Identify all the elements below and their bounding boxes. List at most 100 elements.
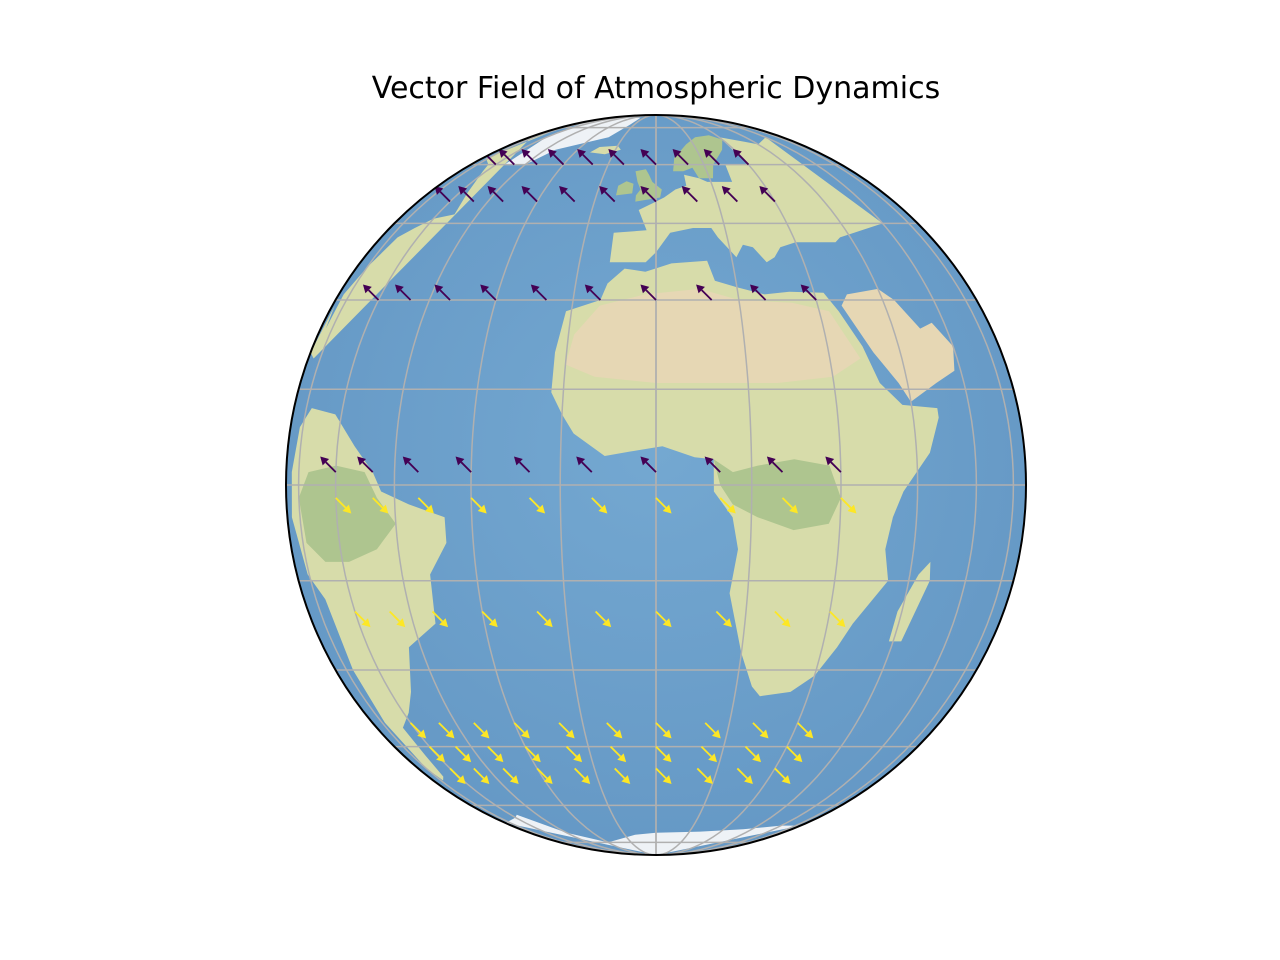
arrow-shaft (492, 191, 504, 203)
arrow-head (581, 775, 591, 784)
arrow-head (436, 753, 445, 763)
wind-vector-south (536, 767, 553, 784)
wind-vector-south (774, 610, 791, 628)
arrow-shaft (701, 289, 713, 301)
wind-vector-north (434, 284, 451, 301)
arrow-shaft (700, 745, 712, 758)
wind-vector-south (409, 722, 427, 739)
amazon-forest (298, 465, 396, 562)
arrow-shaft (325, 461, 337, 473)
arrow-head (640, 149, 650, 158)
arrow-shaft (502, 767, 514, 779)
wind-vector-south (696, 767, 713, 784)
arrow-head (577, 149, 587, 158)
arrow-shaft (797, 722, 809, 734)
arrow-head (672, 149, 682, 158)
arrow-head (362, 284, 372, 294)
wind-vector-south (704, 722, 721, 739)
arrow-shaft (744, 745, 757, 758)
wind-vector-north (640, 456, 657, 473)
wind-vector-north (750, 284, 767, 301)
arrow-shaft (614, 767, 626, 779)
arrow-head (681, 186, 691, 195)
arrow-head (520, 729, 530, 739)
arrow-shaft (454, 745, 467, 758)
arrow-shaft (536, 610, 548, 623)
arrow-head (744, 775, 753, 784)
wind-vector-north (402, 456, 419, 473)
arrow-shaft (805, 289, 817, 301)
arrow-shaft (830, 461, 842, 473)
wind-vector-south (786, 745, 803, 763)
greenland-ice (504, 117, 641, 165)
arrow-shaft (645, 289, 657, 301)
arrow-head (847, 504, 857, 514)
arrow-head (640, 284, 650, 294)
arrow-head (439, 618, 449, 628)
arrow-head (662, 729, 672, 739)
arrow-shaft (417, 497, 429, 509)
arrow-shaft (439, 191, 451, 203)
arrow-shaft (335, 497, 347, 509)
arrow-shaft (645, 154, 657, 166)
north-america-land (310, 127, 562, 359)
arrow-shaft (829, 610, 841, 623)
arrow-shaft (463, 191, 475, 203)
wind-vector-south (840, 497, 857, 514)
arrow-shaft (354, 610, 366, 623)
arrow-head (726, 504, 736, 514)
wind-vector-south (431, 610, 449, 628)
arrow-head (521, 149, 531, 158)
arrow-shaft (564, 191, 576, 203)
arrow-shaft (696, 767, 708, 779)
arrow-head (434, 186, 444, 195)
wind-vector-north (584, 284, 601, 301)
arrow-shaft (470, 497, 482, 509)
arrow-shaft (518, 461, 531, 473)
wind-vector-north (759, 186, 776, 203)
arrow-shaft (655, 745, 667, 758)
wind-vector-south (470, 497, 487, 514)
arrow-shaft (407, 461, 419, 473)
wind-vector-south (449, 767, 466, 784)
land-masses (291, 117, 955, 855)
arrow-head (825, 456, 835, 466)
arrow-shaft (581, 461, 593, 473)
wind-vector-south (536, 610, 553, 628)
wind-vector-south (752, 722, 769, 739)
arrow-head (394, 284, 404, 294)
arrow-shaft (704, 722, 716, 734)
wind-vector-north (521, 149, 538, 166)
uk-land (635, 169, 662, 202)
europe-land (609, 137, 883, 263)
arrow-head (456, 775, 466, 784)
arrow-shaft (389, 610, 401, 623)
wind-vector-south (389, 610, 406, 628)
arrow-shaft (473, 767, 485, 779)
arrow-shaft (709, 461, 721, 473)
wind-vector-north (547, 149, 565, 166)
arrow-head (704, 775, 713, 784)
wind-vector-south (594, 610, 612, 628)
arrow-head (559, 186, 568, 195)
arrow-shaft (460, 461, 472, 473)
arrow-shaft (726, 191, 738, 203)
arrow-shaft (565, 745, 578, 758)
wind-vector-north (498, 149, 515, 166)
arrow-shaft (526, 154, 538, 166)
arrow-head (804, 729, 814, 739)
iceland-land (590, 145, 621, 155)
arrow-head (536, 504, 546, 514)
arrow-shaft (655, 722, 667, 734)
wind-vector-south (502, 767, 519, 784)
arrow-head (584, 284, 594, 294)
arrow-shaft (536, 767, 548, 779)
wind-vector-north (394, 284, 412, 301)
wind-vector-north (559, 186, 576, 203)
arrow-head (696, 284, 705, 294)
arrow-head (573, 753, 583, 763)
arrow-head (521, 186, 531, 195)
gridlines (286, 115, 1026, 855)
wind-vector-north (704, 456, 721, 473)
arrow-head (766, 456, 776, 466)
